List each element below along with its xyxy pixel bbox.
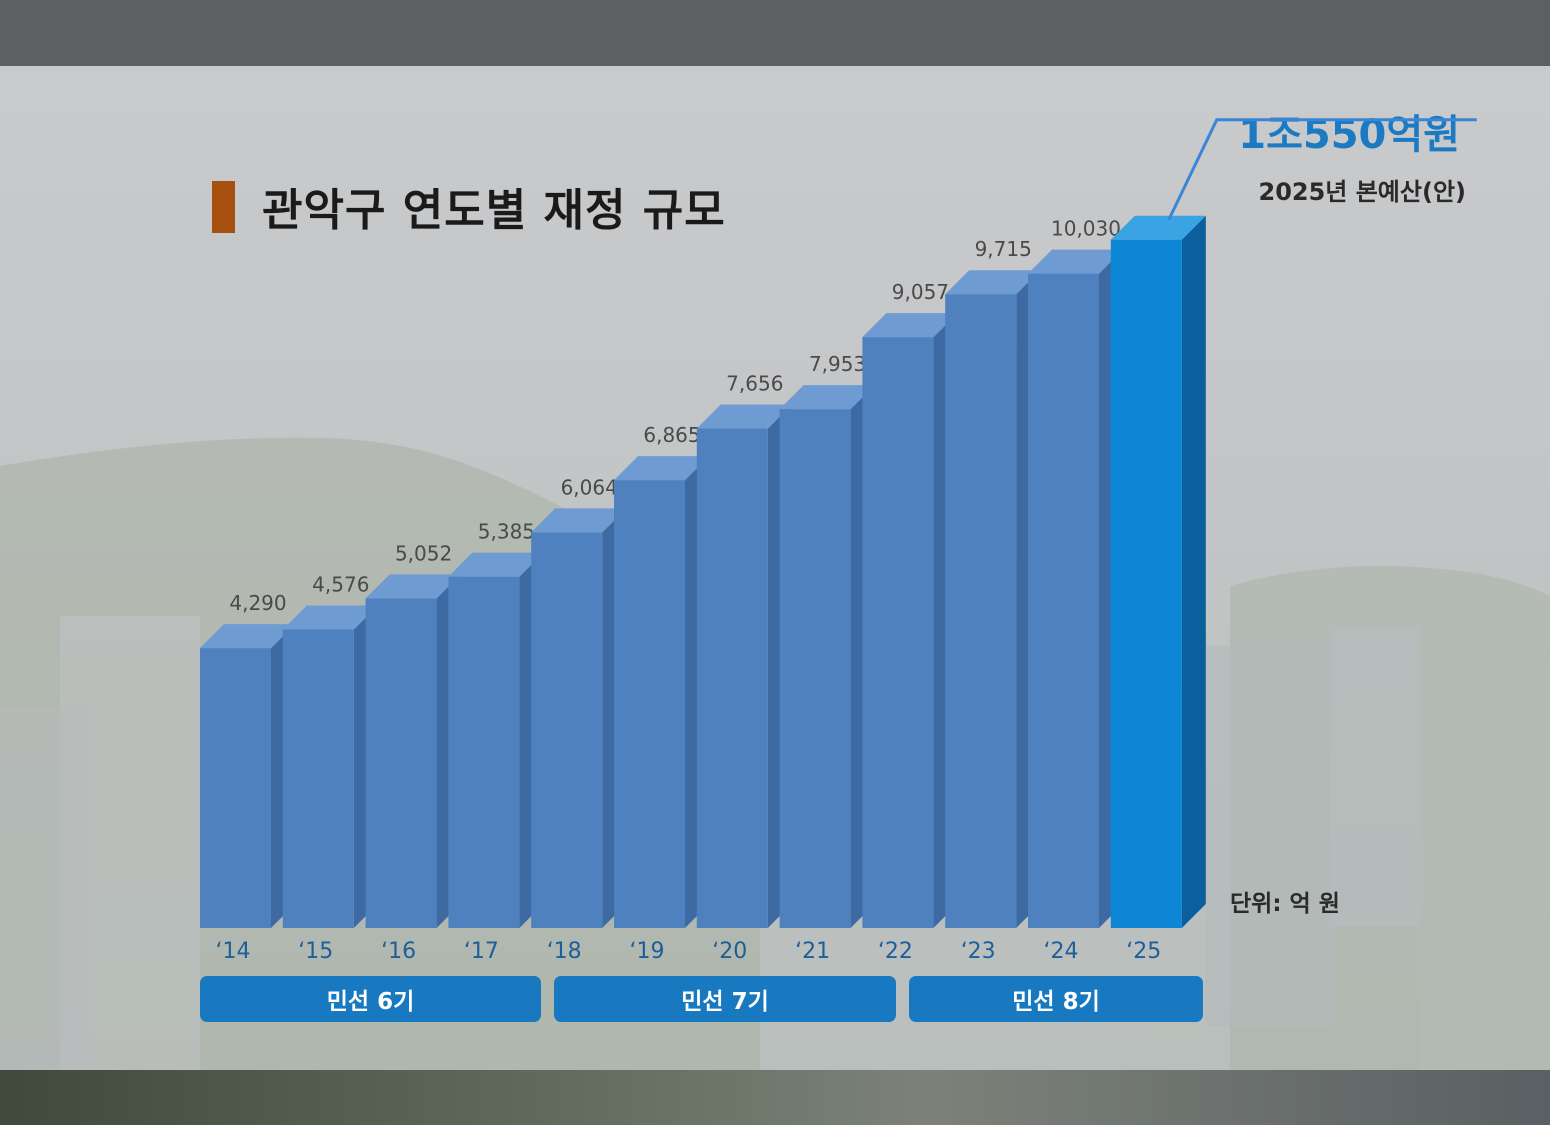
highlight-caption: 2025년 본예산(안) xyxy=(1258,178,1467,206)
bar-top xyxy=(365,574,461,599)
bar-top xyxy=(862,313,958,338)
term-label-8: 민선 8기 xyxy=(909,976,1203,1022)
x-tick-label: ‘14 xyxy=(216,939,251,964)
x-tick-label: ‘18 xyxy=(547,939,582,964)
bar xyxy=(1028,273,1099,928)
value-label: 5,385 xyxy=(478,520,535,544)
bar-chart: 4,290 ‘14 4,576 ‘15 5,052 ‘16 5,385 ‘17 6,064 ‘18… xyxy=(200,118,1477,964)
chart-title: 관악구 연도별 재정 규모 xyxy=(262,185,726,236)
term-label-6: 민선 6기 xyxy=(200,976,541,1022)
bar xyxy=(614,480,685,928)
bar-top xyxy=(945,270,1041,295)
bar xyxy=(448,576,520,928)
x-tick-label: ‘16 xyxy=(381,939,416,964)
bar xyxy=(945,294,1017,928)
bottom-photo-strip xyxy=(0,1070,1550,1125)
value-label: 10,030 xyxy=(1051,217,1121,241)
x-tick-label: ‘22 xyxy=(878,939,913,964)
bar-top xyxy=(448,552,544,577)
x-tick-label: ‘15 xyxy=(298,939,333,964)
bar-top xyxy=(696,404,792,429)
bar xyxy=(282,629,354,928)
title-marker xyxy=(212,181,235,233)
bar-top xyxy=(1028,249,1123,274)
value-label: 5,052 xyxy=(395,541,452,565)
value-label: 6,064 xyxy=(561,475,618,499)
value-label: 7,953 xyxy=(809,352,866,376)
bar-side xyxy=(1181,215,1206,928)
bar xyxy=(696,428,768,928)
bar xyxy=(531,532,603,928)
value-label: 4,290 xyxy=(229,591,286,615)
x-tick-label: ‘23 xyxy=(961,939,996,964)
value-label: 6,865 xyxy=(643,423,700,447)
chart-panel: 관악구 연도별 재정 규모 1조550억원 2025년 본예산(안) 4,290… xyxy=(0,66,1550,1070)
bar-top xyxy=(1110,215,1206,240)
bar-top xyxy=(614,456,709,481)
callout-line xyxy=(1167,118,1477,221)
bar xyxy=(779,409,851,929)
bar xyxy=(1110,239,1182,928)
x-tick-label: ‘17 xyxy=(464,939,499,964)
x-tick-label: ‘19 xyxy=(630,939,665,964)
term-label-7: 민선 7기 xyxy=(554,976,896,1022)
x-tick-label: ‘24 xyxy=(1044,939,1079,964)
top-banner xyxy=(0,0,1550,66)
value-label: 7,656 xyxy=(726,372,783,396)
x-tick-label: ‘20 xyxy=(712,939,747,964)
bar-top xyxy=(779,385,875,410)
x-tick-label: ‘21 xyxy=(795,939,830,964)
bar-top xyxy=(282,605,378,630)
bar-top xyxy=(531,508,627,533)
value-label: 4,576 xyxy=(312,572,369,596)
bar xyxy=(200,648,271,928)
value-label: 9,715 xyxy=(975,237,1032,261)
bar xyxy=(365,598,437,928)
unit-label: 단위: 억 원 xyxy=(1230,891,1340,917)
x-tick-label: ‘25 xyxy=(1126,939,1161,964)
bar xyxy=(862,337,934,928)
bar-top xyxy=(200,624,295,649)
value-label: 9,057 xyxy=(892,280,949,304)
